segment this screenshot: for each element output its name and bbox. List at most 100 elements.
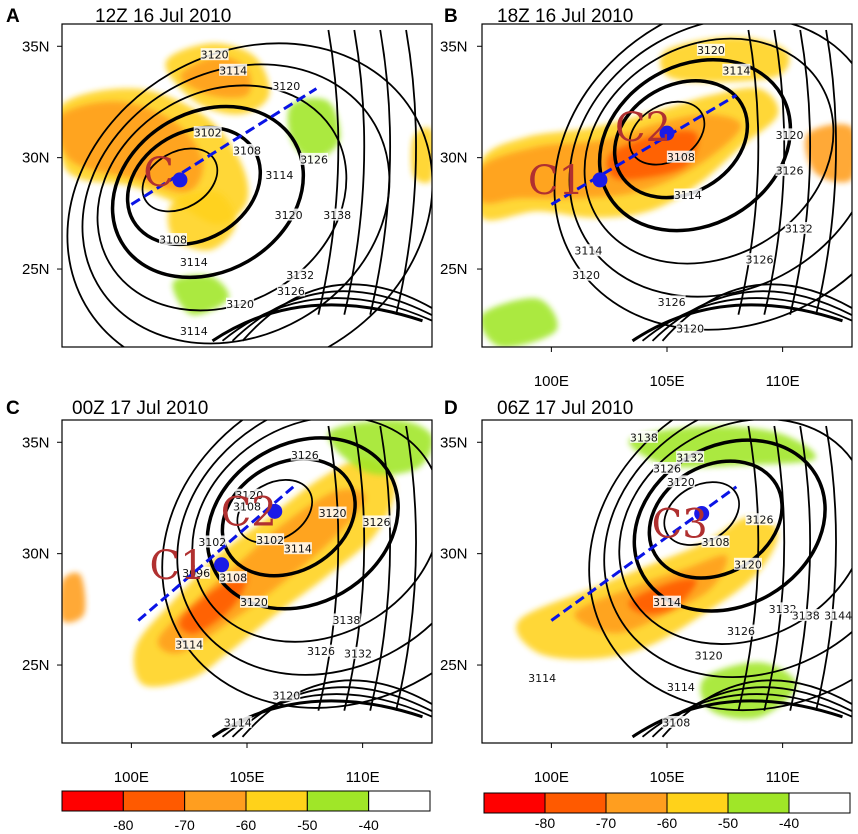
geopotential-contour: [110, 104, 306, 280]
x-tick-label: 105E: [229, 769, 264, 786]
colorbar-bin: [245, 790, 308, 812]
x-tick-label: 110E: [766, 769, 800, 786]
panel-title: 00Z 17 Jul 2010: [72, 398, 208, 419]
contour-label-bg: [662, 715, 691, 728]
y-tick-label: 35N: [440, 434, 468, 451]
contour-label-bg: [775, 128, 804, 141]
contour-label-bg: [574, 244, 603, 257]
geopotential-contour: [631, 303, 843, 343]
vortex-center-marker: [659, 125, 675, 141]
contour-label-bg: [666, 475, 695, 488]
contour-label: 3126: [300, 153, 328, 166]
vortex-center-marker: [267, 503, 283, 519]
vortex-center-label: C1: [150, 543, 206, 589]
cloud-top-shading: [327, 420, 432, 475]
colorbar-bin: [184, 790, 247, 812]
contour-label: 3120: [734, 558, 762, 571]
contour-label-bg: [653, 595, 681, 608]
contour-label-bg: [657, 295, 686, 308]
contour-label: 3144: [824, 610, 852, 623]
contour-label: 3126: [746, 514, 774, 527]
contour-label-bg: [272, 79, 301, 92]
geopotential-contour: [815, 425, 837, 711]
geopotential-contour: [317, 425, 340, 711]
geopotential-contour: [395, 425, 417, 711]
contour-label-bg: [745, 253, 774, 266]
cross-section-track: [550, 93, 738, 206]
colorbar-label: -50: [297, 817, 317, 833]
contour-label: 3120: [776, 129, 804, 142]
contour-label: 3114: [180, 325, 208, 338]
geopotential-contour: [343, 29, 366, 315]
contour-label-bg: [696, 43, 725, 56]
panel-d: 3138313231263120312631083120311431323138…: [440, 398, 853, 786]
y-tick-label: 25N: [440, 657, 468, 674]
cloud-top-shading: [172, 274, 229, 316]
contour-label: 3102: [198, 536, 226, 549]
y-tick-label: 25N: [440, 261, 468, 278]
contour-label-bg: [219, 571, 248, 584]
geopotential-contour: [631, 699, 843, 739]
geopotential-contour: [369, 29, 392, 315]
geopotential-contour: [612, 78, 750, 200]
contour-label: 3114: [574, 245, 602, 258]
geopotential-contour: [618, 420, 852, 645]
colorbar: -80 -70 -60 -50 -40: [61, 790, 431, 833]
colorbar-bin: [306, 790, 370, 812]
geopotential-contour: [231, 686, 432, 738]
colorbar-label: -40: [359, 817, 379, 833]
colorbar-label: -80: [535, 815, 555, 831]
geopotential-contour: [568, 24, 852, 298]
contour-label: 3126: [727, 625, 755, 638]
contour-label-bg: [733, 557, 762, 570]
cloud-top-shading: [287, 98, 341, 160]
contour-label-bg: [239, 595, 268, 608]
colorbar-label: -70: [175, 817, 195, 833]
contour-label-bg: [179, 324, 208, 337]
contour-label-bg: [300, 152, 329, 165]
contour-label: 3126: [653, 463, 681, 476]
vortex-center-label: C2: [615, 105, 671, 151]
contour-label: 3120: [201, 49, 229, 62]
vortex-center-marker: [214, 557, 230, 573]
contour-label-bg: [272, 689, 301, 702]
contour-label: 3108: [233, 144, 261, 157]
panel-a: 3120 3114 3120 3102 3108 3114 3126 3120 3138 3108…: [6, 6, 433, 348]
contour-label: 3114: [219, 64, 247, 77]
vortex-center-label: C3: [652, 502, 708, 548]
contour-label-bg: [775, 164, 804, 177]
geopotential-contour: [815, 29, 837, 315]
map-frame: [61, 23, 433, 348]
panel-letter: D: [444, 398, 458, 419]
contour-label: 3108: [159, 234, 187, 247]
x-tick-label: 100E: [534, 373, 569, 390]
y-tick-label: 35N: [440, 38, 468, 55]
cloud-top-shading: [606, 130, 699, 180]
contour-label: 3126: [277, 285, 305, 298]
contour-label: 3114: [180, 256, 208, 269]
contour-label: 3126: [746, 254, 774, 267]
contour-label: 3126: [291, 449, 319, 462]
y-tick-label: 25N: [22, 261, 50, 278]
contour-label-bg: [283, 542, 312, 555]
geopotential-contour: [220, 457, 357, 578]
contour-label: 3120: [272, 80, 300, 93]
contour-label-bg: [159, 233, 187, 246]
contour-label-bg: [673, 188, 702, 201]
contour-label-bg: [198, 535, 227, 548]
colorbar-bin: [61, 790, 124, 812]
vortex-center-label: C: [143, 150, 174, 196]
colorbar-bin: [788, 792, 851, 814]
colorbar-label: -40: [779, 815, 799, 831]
contour-label-bg: [223, 715, 252, 728]
contour-label: 3108: [702, 536, 730, 549]
panel-title: 12Z 16 Jul 2010: [95, 6, 231, 27]
contour-label-bg: [323, 208, 352, 221]
y-tick-label: 35N: [22, 434, 50, 451]
contour-label-bg: [318, 506, 347, 519]
contour-label-bg: [676, 450, 705, 463]
contour-label: 3120: [319, 507, 347, 520]
contour-label-bg: [200, 48, 229, 61]
contour-label-bg: [629, 430, 658, 443]
